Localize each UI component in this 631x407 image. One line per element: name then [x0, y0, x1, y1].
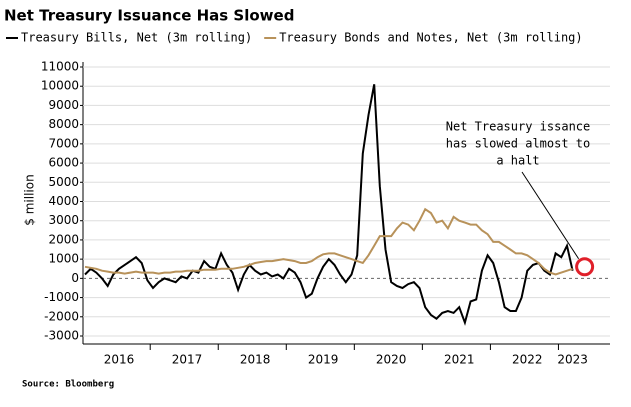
annotation-arrow	[521, 171, 580, 260]
annotation: Net Treasury issance	[446, 120, 591, 134]
y-tick-label: 2000	[48, 232, 79, 246]
x-tick-label: 2023	[557, 353, 588, 367]
y-tick-label: 3000	[48, 213, 79, 227]
annotation: has slowed almost to	[446, 137, 591, 151]
y-tick-label: 7000	[48, 136, 79, 150]
legend-label: Treasury Bills, Net (3m rolling)	[21, 31, 252, 45]
y-tick-label: 10000	[41, 79, 79, 93]
y-tick-label: 6000	[48, 156, 79, 170]
x-tick-label: 2016	[104, 353, 135, 367]
x-tick-label: 2017	[172, 353, 203, 367]
chart-title: Net Treasury Issuance Has Slowed	[4, 7, 294, 25]
x-tick-label: 2022	[512, 353, 543, 367]
y-tick-label: -2000	[44, 309, 79, 323]
y-tick-label: 1000	[48, 252, 79, 266]
x-tick-label: 2020	[376, 353, 407, 367]
legend-label: Treasury Bonds and Notes, Net (3m rollin…	[279, 31, 582, 45]
y-axis-label: $ million	[23, 174, 37, 225]
x-tick-label: 2018	[240, 353, 271, 367]
annotation: a halt	[496, 154, 539, 168]
line-series	[84, 207, 573, 276]
line-series	[84, 84, 574, 326]
y-tick-label: -1000	[44, 290, 79, 304]
y-tick-label: 8000	[48, 117, 79, 131]
highlight-circle	[575, 257, 595, 277]
y-tick-label: 4000	[48, 194, 79, 208]
y-tick-label: 9000	[48, 98, 79, 112]
source: Source: Bloomberg	[22, 380, 114, 390]
x-tick-label: 2019	[308, 353, 339, 367]
y-tick-label: 11000	[41, 60, 79, 74]
y-tick-label: -3000	[44, 329, 79, 343]
y-tick-label: 5000	[48, 175, 79, 189]
y-tick-label: 0	[71, 271, 79, 285]
x-tick-label: 2021	[444, 353, 475, 367]
